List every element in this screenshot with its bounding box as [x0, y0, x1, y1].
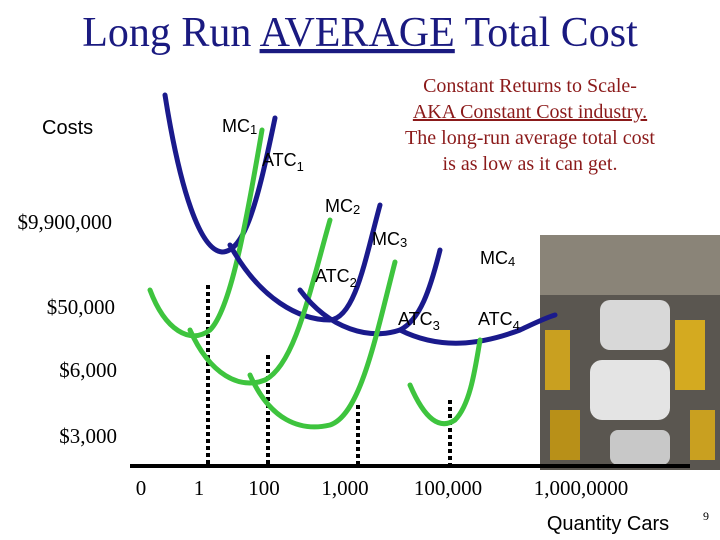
title-part: Long Run [82, 10, 259, 56]
page-number: 9 [703, 509, 709, 523]
x-axis-label: Quantity Cars [547, 513, 669, 535]
curve-label: MC1 [222, 116, 257, 137]
curve-label: ATC4 [478, 309, 520, 333]
note-line: is as low as it can get. [443, 153, 618, 175]
y-label: $50,000 [47, 295, 115, 319]
curve-label: ATC1 [262, 150, 304, 174]
y-label: $3,000 [59, 424, 117, 448]
x-label: 1 [194, 476, 205, 500]
curve-label: ATC3 [398, 309, 440, 333]
curve-label: MC2 [325, 196, 360, 217]
title: Long Run AVERAGE Total Cost [82, 10, 638, 56]
y-label: $6,000 [59, 358, 117, 382]
y-label: $9,900,000 [18, 210, 113, 234]
x-labels: 0 1 100 1,000 100,000 1,000,0000 [136, 476, 629, 500]
x-label: 0 [136, 476, 147, 500]
x-label: 1,000 [321, 476, 368, 500]
y-axis-label: Costs [42, 117, 93, 139]
curves [147, 92, 558, 430]
factory-photo [540, 235, 720, 470]
y-labels: $9,900,000 $50,000 $6,000 $3,000 [18, 210, 118, 448]
dashed-guides [206, 285, 452, 464]
title-emphasis: AVERAGE [260, 10, 455, 56]
curve-labels: MC1 ATC1 MC2 ATC2 MC3 ATC3 MC4 ATC4 [222, 116, 520, 333]
curve-label: ATC2 [315, 266, 357, 290]
x-label: 1,000,0000 [534, 476, 629, 500]
note-line: The long-run average total cost [405, 127, 655, 149]
x-label: 100,000 [414, 476, 482, 500]
curve-label: MC3 [372, 229, 407, 250]
x-label: 100 [248, 476, 280, 500]
curve-label: MC4 [480, 248, 515, 269]
title-part: Total Cost [455, 10, 638, 56]
note: Constant Returns to Scale- AKA Constant … [405, 75, 655, 175]
note-line: Constant Returns to Scale- [423, 75, 637, 97]
note-line: AKA Constant Cost industry. [413, 101, 647, 123]
